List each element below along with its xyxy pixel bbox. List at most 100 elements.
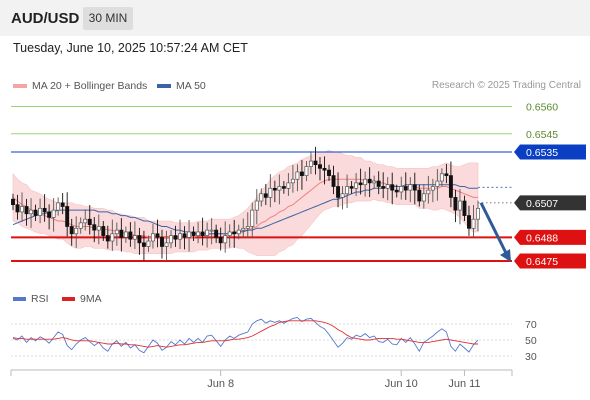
resistance-level-label: 0.6535 bbox=[526, 147, 558, 159]
candle-body bbox=[169, 235, 173, 244]
candle-body bbox=[209, 229, 214, 232]
candle-body bbox=[51, 209, 56, 218]
candle-body bbox=[15, 204, 20, 213]
candle-body bbox=[385, 184, 390, 189]
legend-ma20-bb: MA 20 + Bollinger Bands bbox=[13, 80, 147, 92]
candle-body bbox=[439, 173, 444, 182]
candle-body bbox=[151, 233, 155, 242]
candle-body bbox=[367, 178, 372, 184]
legend-9ma-label: 9MA bbox=[80, 293, 102, 305]
candle-body bbox=[254, 200, 259, 211]
candle-body bbox=[119, 229, 124, 238]
rsi-ma9-line bbox=[12, 320, 478, 348]
legend-9ma: 9MA bbox=[62, 293, 102, 305]
candle-body bbox=[24, 206, 29, 215]
candle-body bbox=[69, 226, 74, 235]
candle-body bbox=[160, 237, 164, 247]
ma20-swatch bbox=[13, 84, 27, 89]
candle-body bbox=[467, 215, 471, 229]
timestamp: Tuesday, June 10, 2025 10:57:24 AM CET bbox=[13, 41, 248, 55]
candle-body bbox=[448, 175, 453, 198]
candle-body bbox=[214, 229, 219, 238]
candle-body bbox=[87, 218, 92, 226]
rsi-swatch bbox=[13, 297, 26, 302]
symbol-title: AUD/USD bbox=[11, 10, 80, 27]
candle-body bbox=[232, 231, 237, 235]
candle-body bbox=[268, 187, 273, 198]
candle-body bbox=[476, 207, 480, 220]
candle-body bbox=[182, 233, 187, 238]
candle-body bbox=[83, 218, 88, 224]
candle-body bbox=[417, 189, 422, 202]
candle-body bbox=[299, 171, 304, 176]
candle-body bbox=[141, 242, 146, 247]
candle-body bbox=[128, 231, 133, 240]
projection-arrowhead bbox=[500, 249, 511, 263]
candle-body bbox=[435, 180, 440, 187]
candle-body bbox=[290, 178, 295, 184]
candle-body bbox=[327, 169, 331, 176]
candle-body bbox=[20, 206, 24, 213]
candle-body bbox=[363, 178, 368, 186]
support-level-tag bbox=[514, 229, 586, 245]
ma9-swatch bbox=[62, 297, 75, 302]
candle-body bbox=[372, 180, 377, 184]
candle-body bbox=[358, 182, 363, 186]
legend-ma50-label: MA 50 bbox=[176, 80, 206, 92]
candle-body bbox=[146, 240, 151, 247]
candle-body bbox=[376, 180, 381, 187]
candle-body bbox=[421, 193, 426, 202]
candle-body bbox=[65, 206, 70, 227]
candle-body bbox=[74, 227, 79, 235]
candle-body bbox=[318, 164, 322, 169]
candle-body bbox=[250, 209, 255, 227]
current-price-tag bbox=[514, 195, 586, 211]
candle-body bbox=[403, 186, 408, 191]
candle-body bbox=[390, 184, 395, 191]
candle-body bbox=[457, 200, 462, 211]
legend-rsi-label: RSI bbox=[31, 293, 49, 305]
candle-body bbox=[191, 231, 196, 236]
candle-body bbox=[340, 193, 345, 198]
candle-body bbox=[38, 207, 43, 216]
legend-rsi: RSI bbox=[13, 293, 49, 305]
candle-body bbox=[345, 186, 350, 195]
candle-body bbox=[78, 222, 83, 229]
current-price-label: 0.6507 bbox=[526, 198, 558, 210]
candle-body bbox=[227, 231, 232, 236]
candle-body bbox=[349, 186, 354, 189]
resistance-level-tag bbox=[514, 144, 586, 160]
candle-body bbox=[430, 186, 435, 191]
support-level-tag bbox=[514, 253, 586, 269]
candle-body bbox=[132, 235, 137, 240]
rsi-tick-label: 70 bbox=[525, 319, 537, 331]
header-bar: AUD/USD 30 MIN bbox=[0, 0, 590, 36]
candle-body bbox=[322, 167, 327, 171]
candle-body bbox=[178, 233, 182, 240]
projection-arrow bbox=[479, 202, 508, 254]
candle-body bbox=[412, 184, 417, 191]
candle-body bbox=[123, 231, 128, 238]
candle-body bbox=[164, 242, 169, 247]
candle-body bbox=[336, 186, 340, 198]
candle-body bbox=[286, 182, 291, 189]
candle-body bbox=[223, 235, 228, 244]
candle-body bbox=[187, 231, 192, 238]
candle-body bbox=[60, 202, 65, 207]
candle-body bbox=[33, 209, 38, 216]
candle-body bbox=[218, 237, 223, 244]
candle-body bbox=[11, 198, 15, 206]
candle-body bbox=[304, 166, 309, 176]
timeframe-button[interactable]: 30 MIN bbox=[83, 7, 133, 30]
candle-body bbox=[205, 229, 210, 236]
candle-body bbox=[471, 218, 476, 229]
candle-body bbox=[444, 173, 449, 176]
candle-body bbox=[295, 171, 300, 180]
candle-body bbox=[381, 186, 386, 189]
candle-body bbox=[263, 193, 268, 198]
candle-body bbox=[331, 175, 336, 187]
candle-body bbox=[137, 235, 142, 244]
legend-ma50: MA 50 bbox=[157, 80, 206, 92]
target-level-label: 0.6545 bbox=[526, 129, 558, 141]
